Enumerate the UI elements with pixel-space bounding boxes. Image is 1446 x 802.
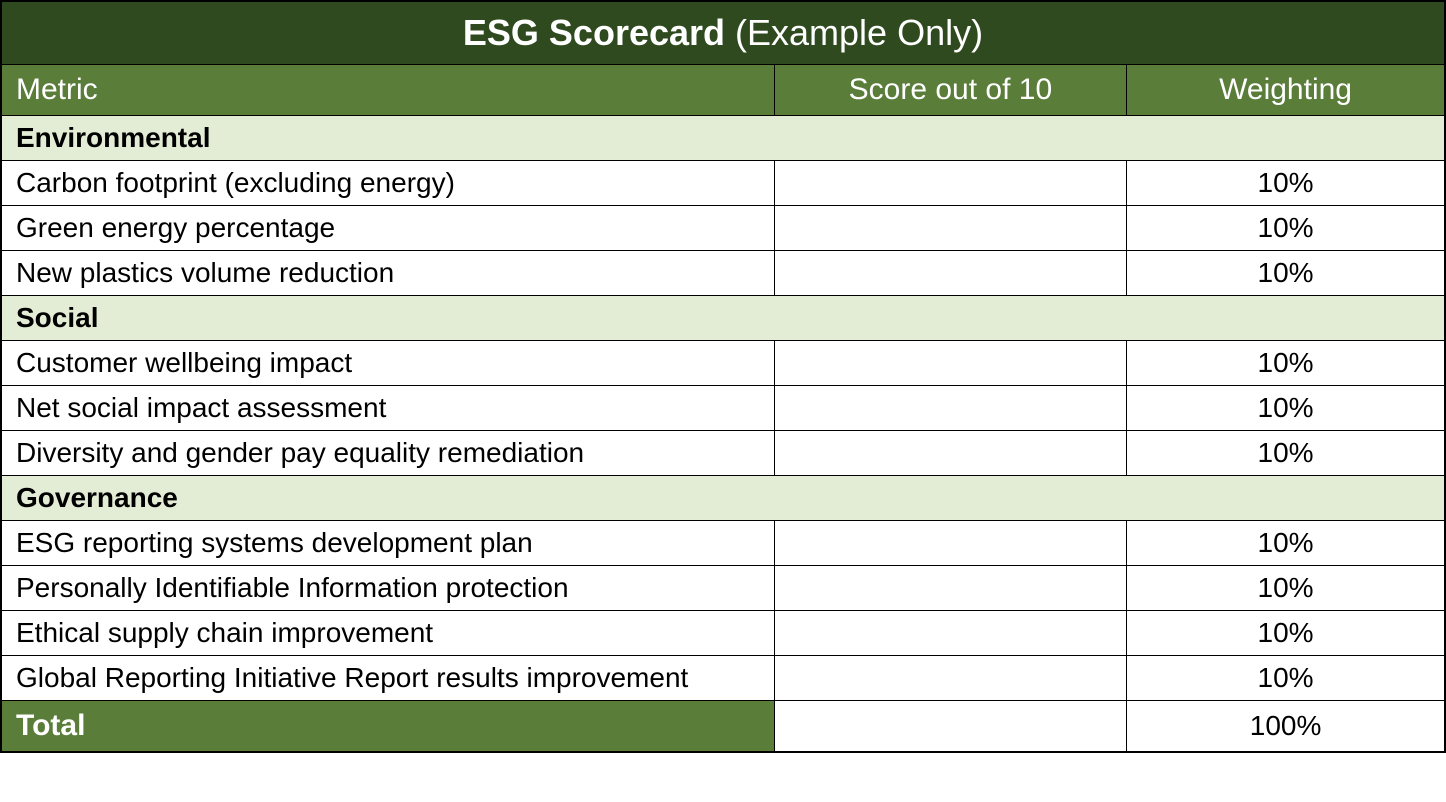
score-cell <box>774 566 1126 611</box>
table-row: Customer wellbeing impact 10% <box>1 341 1445 386</box>
score-cell <box>774 611 1126 656</box>
category-name: Governance <box>1 476 1445 521</box>
header-score: Score out of 10 <box>774 65 1126 116</box>
category-row-governance: Governance <box>1 476 1445 521</box>
score-cell <box>774 206 1126 251</box>
title-row: ESG Scorecard (Example Only) <box>1 1 1445 65</box>
score-cell <box>774 431 1126 476</box>
title-normal-text: (Example Only) <box>725 12 983 53</box>
total-row: Total 100% <box>1 701 1445 753</box>
esg-scorecard-table: ESG Scorecard (Example Only) Metric Scor… <box>0 0 1446 753</box>
weighting-cell: 10% <box>1127 161 1445 206</box>
table-row: Diversity and gender pay equality remedi… <box>1 431 1445 476</box>
metric-cell: Net social impact assessment <box>1 386 774 431</box>
table-row: Ethical supply chain improvement 10% <box>1 611 1445 656</box>
title-bold-text: ESG Scorecard <box>463 12 725 53</box>
metric-cell: Green energy percentage <box>1 206 774 251</box>
metric-cell: Ethical supply chain improvement <box>1 611 774 656</box>
weighting-cell: 10% <box>1127 521 1445 566</box>
metric-cell: Diversity and gender pay equality remedi… <box>1 431 774 476</box>
metric-cell: New plastics volume reduction <box>1 251 774 296</box>
table-row: Carbon footprint (excluding energy) 10% <box>1 161 1445 206</box>
table-row: New plastics volume reduction 10% <box>1 251 1445 296</box>
weighting-cell: 10% <box>1127 566 1445 611</box>
metric-cell: Personally Identifiable Information prot… <box>1 566 774 611</box>
score-cell <box>774 341 1126 386</box>
score-cell <box>774 251 1126 296</box>
score-cell <box>774 386 1126 431</box>
total-weighting: 100% <box>1127 701 1445 753</box>
score-cell <box>774 161 1126 206</box>
weighting-cell: 10% <box>1127 611 1445 656</box>
metric-cell: Customer wellbeing impact <box>1 341 774 386</box>
score-cell <box>774 521 1126 566</box>
table-row: Global Reporting Initiative Report resul… <box>1 656 1445 701</box>
weighting-cell: 10% <box>1127 251 1445 296</box>
weighting-cell: 10% <box>1127 341 1445 386</box>
metric-cell: Global Reporting Initiative Report resul… <box>1 656 774 701</box>
table-row: Personally Identifiable Information prot… <box>1 566 1445 611</box>
header-metric: Metric <box>1 65 774 116</box>
category-row-environmental: Environmental <box>1 116 1445 161</box>
header-row: Metric Score out of 10 Weighting <box>1 65 1445 116</box>
metric-cell: ESG reporting systems development plan <box>1 521 774 566</box>
table-row: Net social impact assessment 10% <box>1 386 1445 431</box>
table-row: Green energy percentage 10% <box>1 206 1445 251</box>
metric-cell: Carbon footprint (excluding energy) <box>1 161 774 206</box>
weighting-cell: 10% <box>1127 431 1445 476</box>
table-row: ESG reporting systems development plan 1… <box>1 521 1445 566</box>
header-weighting: Weighting <box>1127 65 1445 116</box>
weighting-cell: 10% <box>1127 386 1445 431</box>
table-title: ESG Scorecard (Example Only) <box>1 1 1445 65</box>
score-cell <box>774 656 1126 701</box>
weighting-cell: 10% <box>1127 656 1445 701</box>
category-name: Environmental <box>1 116 1445 161</box>
total-score <box>774 701 1126 753</box>
category-name: Social <box>1 296 1445 341</box>
total-label: Total <box>1 701 774 753</box>
weighting-cell: 10% <box>1127 206 1445 251</box>
category-row-social: Social <box>1 296 1445 341</box>
